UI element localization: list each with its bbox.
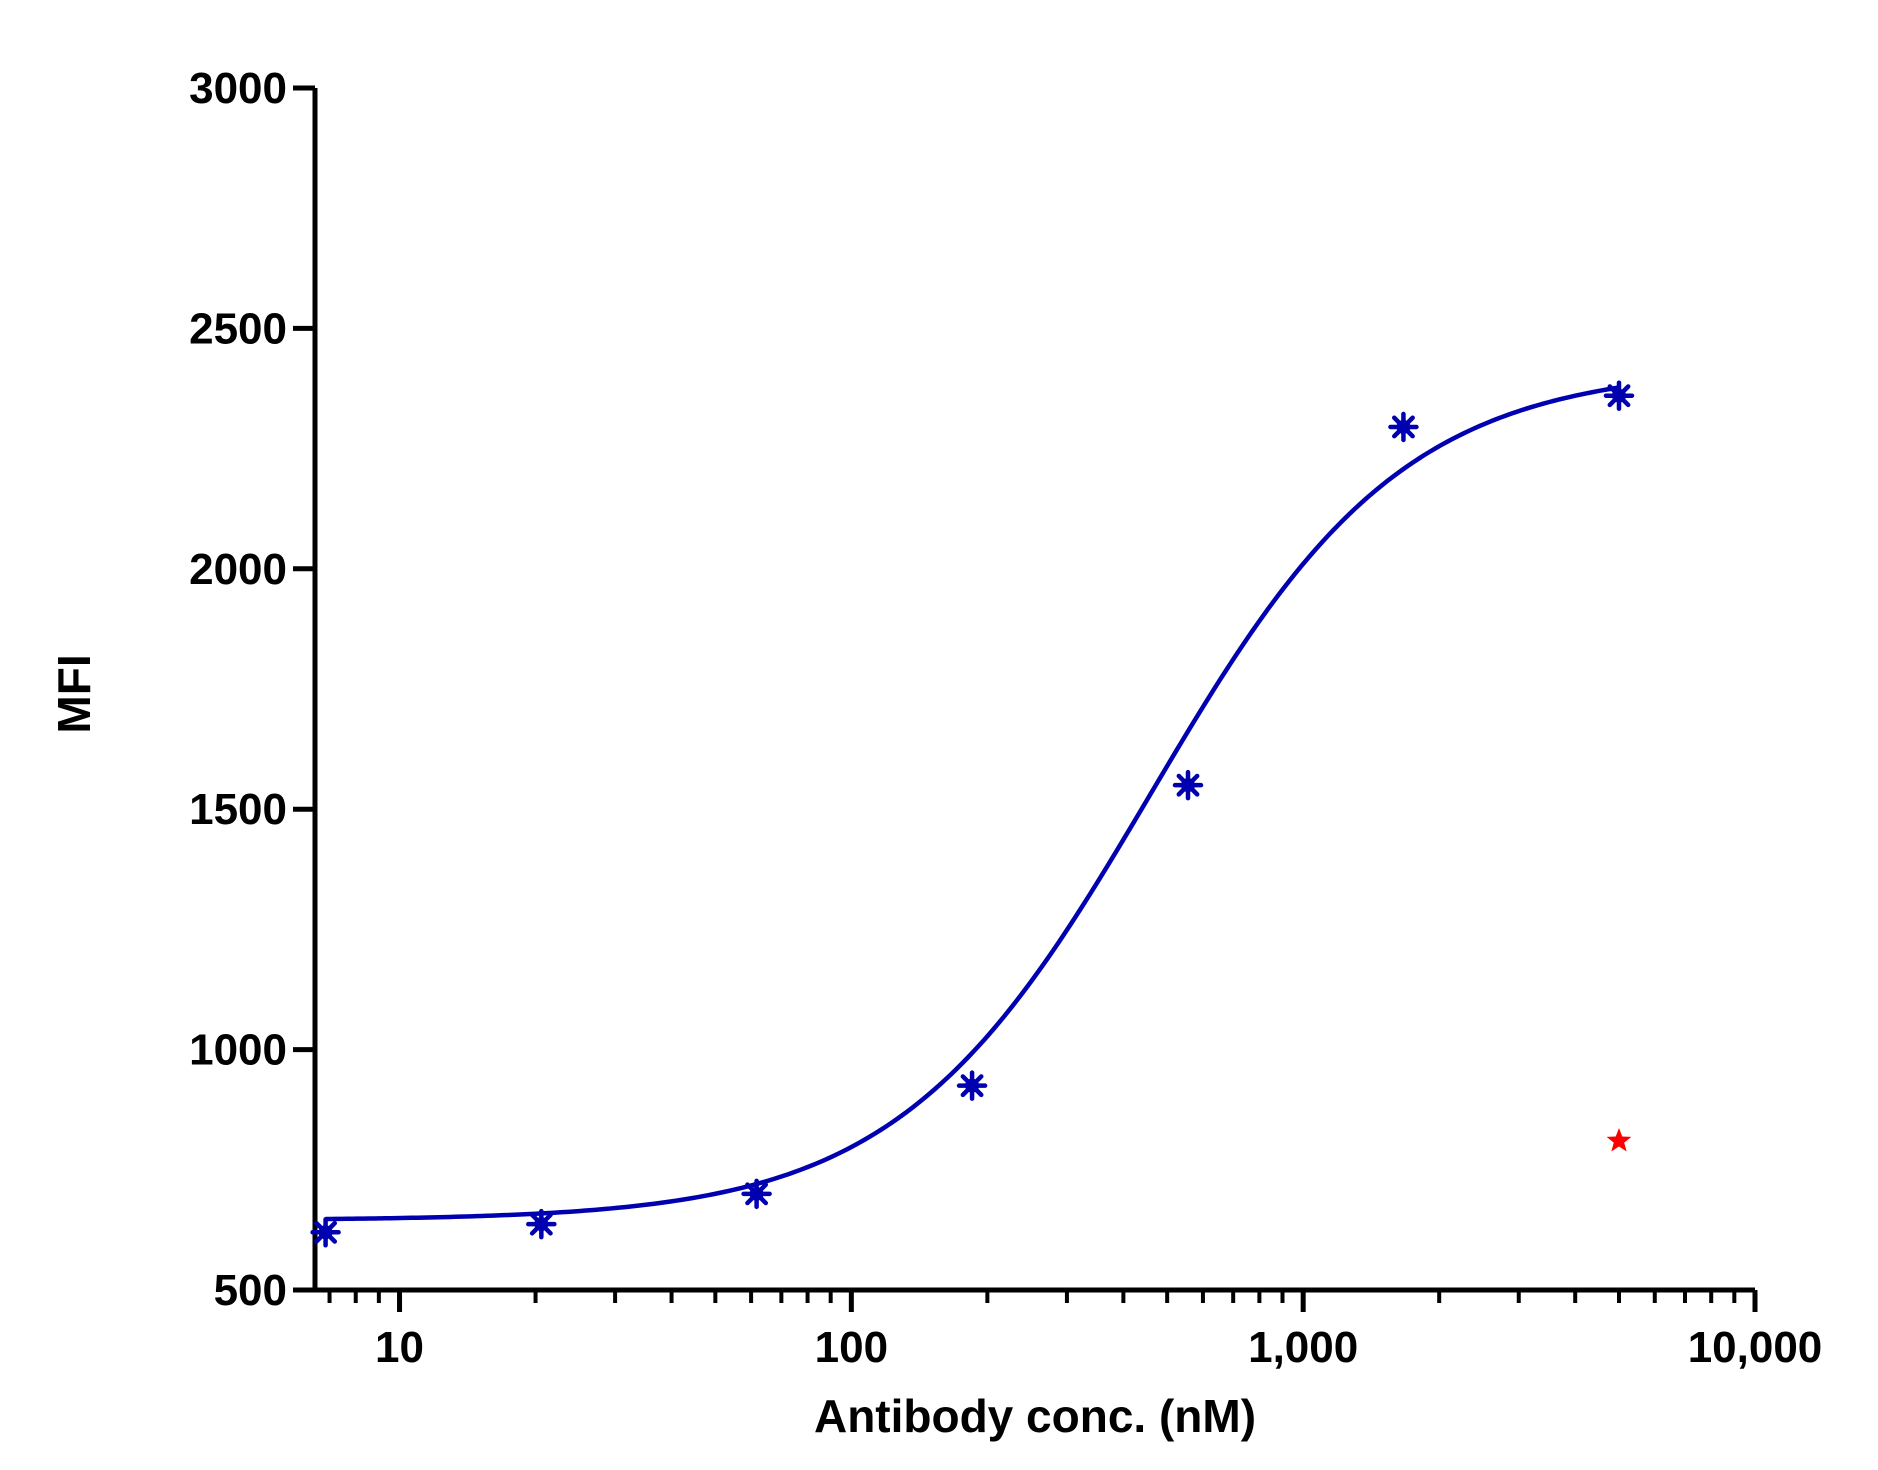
axis-ticks: 500 1000 1500 2000 2500 3000 10 100 1,000 10,000 (189, 64, 1822, 1372)
data-point (1172, 769, 1204, 801)
data-point-star (1606, 1127, 1632, 1152)
data-points (310, 380, 1635, 1248)
x-tick-label: 1,000 (1248, 1323, 1358, 1372)
y-tick-label: 2000 (189, 545, 287, 594)
y-tick-label: 3000 (189, 64, 287, 113)
data-point (1603, 380, 1635, 411)
x-axis-title: Antibody conc. (nM) (814, 1390, 1256, 1442)
data-point (526, 1208, 557, 1240)
y-tick-label: 1500 (189, 785, 287, 834)
y-tick-label: 1000 (189, 1026, 287, 1075)
data-point (956, 1070, 988, 1101)
data-point (741, 1178, 772, 1210)
y-tick-label: 500 (214, 1266, 287, 1315)
data-point (1388, 411, 1419, 443)
y-tick-label: 2500 (189, 304, 287, 353)
data-point (310, 1217, 341, 1248)
y-axis-title: MFI (48, 654, 100, 733)
x-tick-label: 10,000 (1688, 1323, 1823, 1372)
x-tick-label: 10 (375, 1323, 424, 1372)
x-tick-label: 100 (815, 1323, 888, 1372)
